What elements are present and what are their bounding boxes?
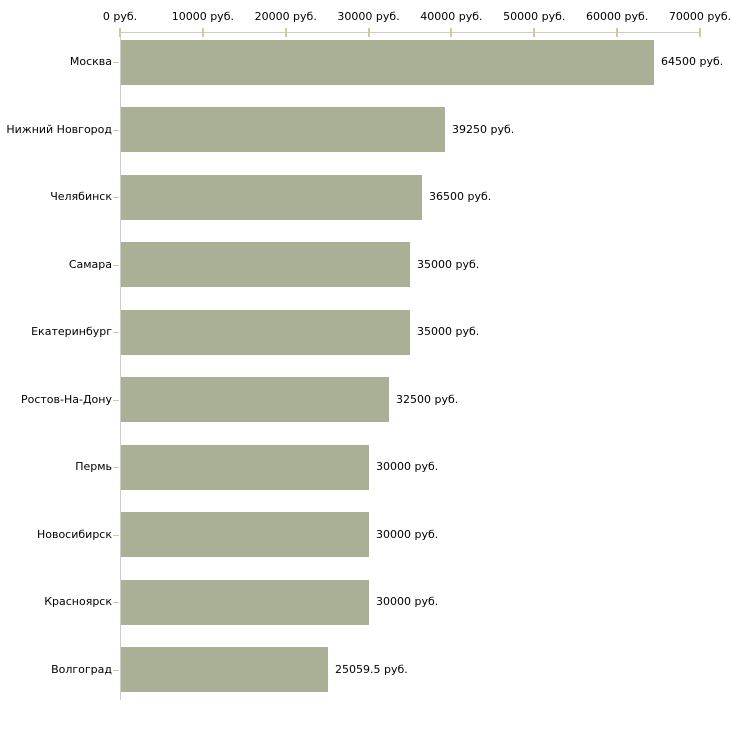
bar-value-label: 30000 руб. xyxy=(376,460,439,473)
category-label: Челябинск xyxy=(50,190,112,203)
x-axis-tick-label: 20000 руб. xyxy=(254,10,317,23)
category-tick-mark xyxy=(113,265,119,266)
bar xyxy=(121,647,328,692)
bar xyxy=(121,512,369,557)
x-axis-tick-label: 10000 руб. xyxy=(171,10,234,23)
x-axis-tick-mark xyxy=(533,28,536,37)
category-label: Новосибирск xyxy=(36,528,112,541)
category-label: Ростов-На-Дону xyxy=(20,393,112,406)
bar-value-label: 39250 руб. xyxy=(452,123,515,136)
x-axis-line xyxy=(120,32,701,33)
bar-value-label: 36500 руб. xyxy=(429,190,492,203)
category-tick-mark xyxy=(113,62,119,63)
bar xyxy=(121,580,369,625)
x-axis-tick-mark xyxy=(616,28,619,37)
x-axis-tick-label: 0 руб. xyxy=(102,10,138,23)
bar xyxy=(121,107,445,152)
bar xyxy=(121,377,389,422)
category-tick-mark xyxy=(113,197,119,198)
category-label: Екатеринбург xyxy=(31,325,112,338)
x-axis-tick-mark xyxy=(284,28,287,37)
bar xyxy=(121,175,422,220)
category-tick-mark xyxy=(113,130,119,131)
x-axis-tick-mark xyxy=(119,28,121,37)
x-axis-tick-mark xyxy=(450,28,453,37)
bar-value-label: 25059.5 руб. xyxy=(335,663,408,676)
bar xyxy=(121,40,654,85)
x-axis-tick-mark xyxy=(367,28,370,37)
category-tick-mark xyxy=(113,332,119,333)
x-axis-tick-mark xyxy=(699,28,701,37)
x-axis-tick-label: 40000 руб. xyxy=(420,10,483,23)
bar xyxy=(121,445,369,490)
bar-value-label: 35000 руб. xyxy=(417,325,480,338)
bar-value-label: 64500 руб. xyxy=(661,55,724,68)
bar-value-label: 35000 руб. xyxy=(417,258,480,271)
x-axis-tick-label: 30000 руб. xyxy=(337,10,400,23)
bar xyxy=(121,242,410,287)
category-label: Волгоград xyxy=(51,663,112,676)
category-label: Нижний Новгород xyxy=(6,123,112,136)
category-tick-mark xyxy=(113,670,119,671)
category-label: Красноярск xyxy=(44,595,112,608)
y-axis-line xyxy=(120,32,121,700)
category-label: Пермь xyxy=(75,460,112,473)
category-tick-mark xyxy=(113,467,119,468)
category-label: Москва xyxy=(69,55,112,68)
category-tick-mark xyxy=(113,535,119,536)
bar xyxy=(121,310,410,355)
bar-value-label: 30000 руб. xyxy=(376,528,439,541)
x-axis-tick-label: 60000 руб. xyxy=(586,10,649,23)
bar-value-label: 30000 руб. xyxy=(376,595,439,608)
category-tick-mark xyxy=(113,400,119,401)
bar-value-label: 32500 руб. xyxy=(396,393,459,406)
category-label: Самара xyxy=(68,258,112,271)
x-axis-tick-label: 50000 руб. xyxy=(503,10,566,23)
category-tick-mark xyxy=(113,602,119,603)
x-axis-tick-label: 70000 руб. xyxy=(668,10,730,23)
x-axis-tick-mark xyxy=(201,28,204,37)
